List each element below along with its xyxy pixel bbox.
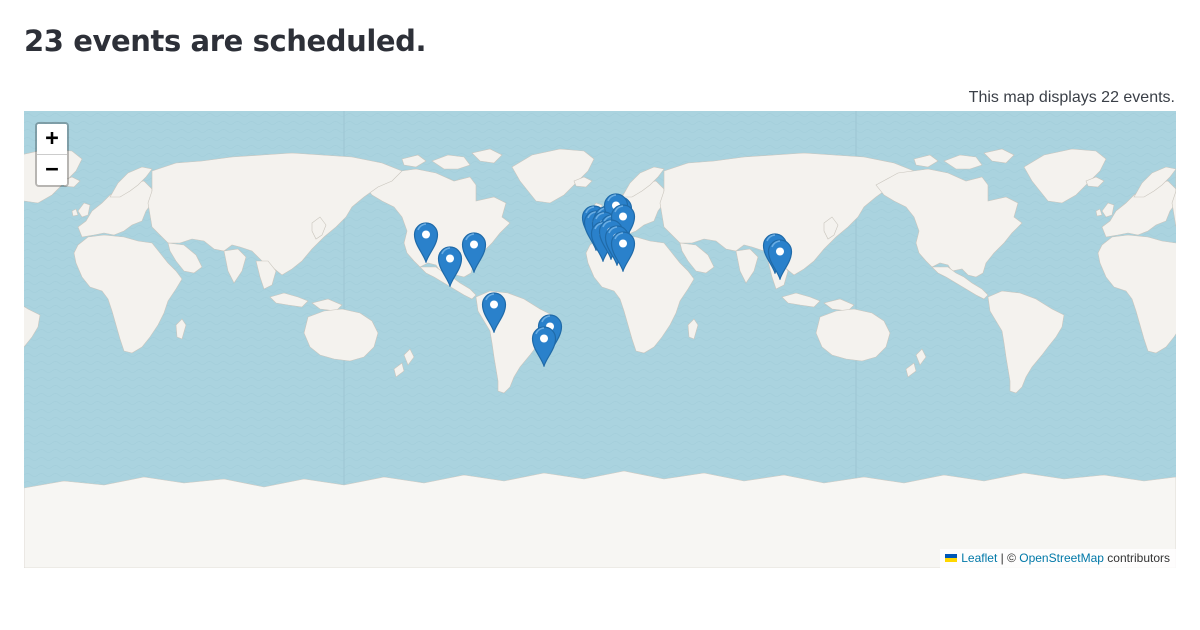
continents-main bbox=[363, 148, 927, 394]
openstreetmap-link[interactable]: OpenStreetMap bbox=[1019, 551, 1104, 565]
map-caption: This map displays 22 events. bbox=[968, 89, 1175, 106]
antarctica bbox=[24, 470, 1176, 568]
map-tiles bbox=[24, 111, 1176, 568]
zoom-control: + − bbox=[35, 122, 69, 187]
map-marker-icon[interactable] bbox=[437, 245, 463, 288]
map-marker-icon[interactable] bbox=[461, 231, 487, 274]
map-marker-icon[interactable] bbox=[531, 325, 557, 367]
world-map[interactable]: + − Leaflet | © OpenStreetMap contributo… bbox=[24, 111, 1176, 568]
ukraine-flag-icon bbox=[945, 554, 958, 562]
leaflet-link[interactable]: Leaflet bbox=[961, 551, 998, 565]
attribution-separator: | © bbox=[997, 551, 1020, 565]
page-title: 23 events are scheduled. bbox=[24, 24, 427, 58]
zoom-in-button[interactable]: + bbox=[37, 124, 67, 154]
attribution-suffix: contributors bbox=[1103, 551, 1170, 565]
land bbox=[24, 148, 1176, 394]
map-marker-icon[interactable] bbox=[610, 230, 636, 273]
map-attribution: Leaflet | © OpenStreetMap contributors bbox=[940, 549, 1176, 568]
zoom-out-button[interactable]: − bbox=[37, 154, 67, 185]
map-marker-icon[interactable] bbox=[413, 221, 439, 263]
map-marker-icon[interactable] bbox=[767, 238, 793, 281]
map-marker-icon[interactable] bbox=[481, 291, 507, 333]
